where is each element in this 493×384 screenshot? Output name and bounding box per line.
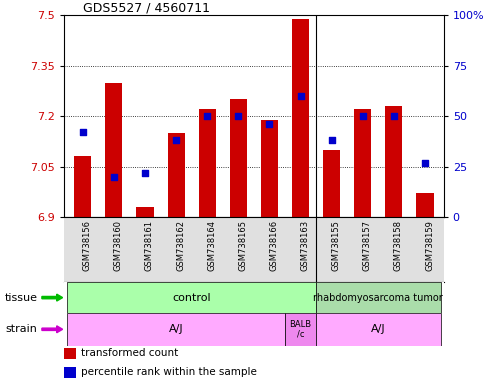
Text: GDS5527 / 4560711: GDS5527 / 4560711	[83, 1, 210, 14]
Text: transformed count: transformed count	[81, 348, 178, 358]
Point	[421, 159, 429, 166]
Bar	[316, 282, 441, 313]
Text: BALB
/c: BALB /c	[289, 319, 312, 339]
Bar	[354, 109, 371, 217]
Text: control: control	[173, 293, 211, 303]
Text: GSM738159: GSM738159	[425, 220, 434, 271]
Point	[328, 137, 336, 144]
Point	[266, 121, 274, 127]
Text: GSM738163: GSM738163	[301, 220, 310, 271]
Point	[390, 113, 398, 119]
Bar	[64, 367, 76, 378]
Bar	[67, 282, 316, 313]
Text: GSM738155: GSM738155	[332, 220, 341, 271]
Bar	[67, 313, 285, 346]
Point	[141, 170, 149, 176]
Point	[110, 174, 118, 180]
Bar	[323, 150, 340, 217]
Text: A/J: A/J	[371, 324, 386, 334]
Text: GSM738160: GSM738160	[114, 220, 123, 271]
Bar	[64, 348, 76, 359]
Text: GSM738161: GSM738161	[145, 220, 154, 271]
Bar	[137, 207, 153, 217]
Point	[297, 93, 305, 99]
Text: GSM738158: GSM738158	[394, 220, 403, 271]
Text: GSM738166: GSM738166	[270, 220, 279, 271]
Bar	[316, 313, 441, 346]
Text: GSM738162: GSM738162	[176, 220, 185, 271]
Bar	[285, 313, 316, 346]
Text: GSM738157: GSM738157	[363, 220, 372, 271]
Point	[79, 129, 87, 136]
Point	[203, 113, 211, 119]
Text: strain: strain	[5, 324, 37, 334]
Bar	[230, 99, 247, 217]
Bar	[386, 106, 402, 217]
Bar	[106, 83, 122, 217]
Text: GSM738164: GSM738164	[207, 220, 216, 271]
Text: tissue: tissue	[5, 293, 38, 303]
Point	[234, 113, 242, 119]
Bar	[199, 109, 216, 217]
Point	[172, 137, 180, 144]
Point	[359, 113, 367, 119]
Bar	[168, 133, 185, 217]
Bar	[417, 194, 433, 217]
Bar	[261, 119, 278, 217]
Bar	[74, 157, 91, 217]
Text: rhabdomyosarcoma tumor: rhabdomyosarcoma tumor	[314, 293, 443, 303]
Bar	[292, 19, 309, 217]
Text: GSM738165: GSM738165	[238, 220, 247, 271]
Text: GSM738156: GSM738156	[83, 220, 92, 271]
Text: percentile rank within the sample: percentile rank within the sample	[81, 367, 257, 377]
Text: A/J: A/J	[169, 324, 183, 334]
